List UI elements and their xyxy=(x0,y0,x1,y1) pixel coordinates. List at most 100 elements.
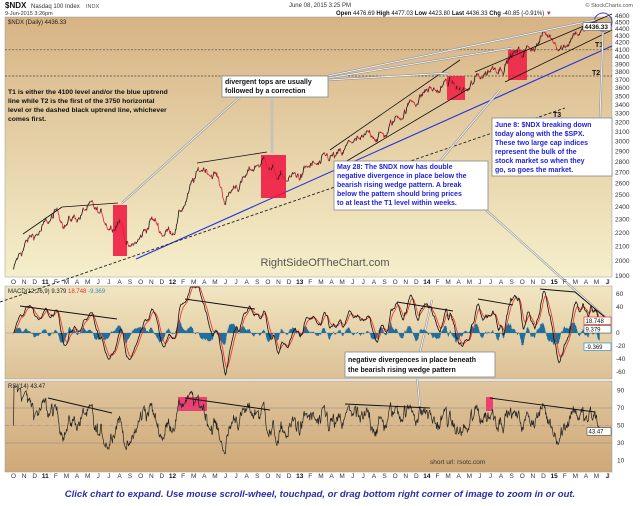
month-axis-top: O N D 11 F M A M J J A S O N D 12 F M A M J J A S O N D 13 F M A M J J A S O… xyxy=(11,279,610,286)
macd-line xyxy=(13,286,600,376)
rsi-overbought-box xyxy=(486,397,493,411)
high-value: 4477.03 xyxy=(391,11,413,17)
low-value: 4423.80 xyxy=(428,11,450,17)
macd-y-axis: 60 40 0 -20 -40 -60 xyxy=(616,291,626,376)
month-tick-label: M xyxy=(594,473,599,480)
price-tick-label: 2700 xyxy=(615,170,630,177)
month-tick-label: J xyxy=(362,473,365,480)
month-tick-label: J xyxy=(351,473,354,480)
ohlc-readout: Open 4476.69 High 4477.03 Low 4423.80 La… xyxy=(336,11,552,17)
macd-divergence-lines xyxy=(19,288,607,320)
svg-text:comes first.: comes first. xyxy=(8,116,46,123)
month-tick-label: J xyxy=(97,279,100,286)
price-tick-label: 3300 xyxy=(615,111,630,118)
breakdown-circle xyxy=(593,12,613,32)
price-tick-label: 2600 xyxy=(615,181,630,188)
month-tick-label: D xyxy=(32,473,37,480)
month-tick-label: F xyxy=(181,279,185,286)
month-tick-label: J xyxy=(224,279,227,286)
month-tick-label: O xyxy=(11,279,16,286)
month-tick-label: 14 xyxy=(423,473,431,480)
correction-highlight-box xyxy=(113,205,127,256)
month-tick-label: J xyxy=(605,279,608,286)
price-tick-label: 4200 xyxy=(615,40,630,47)
rsi-legend: RSI(14) 43.47 xyxy=(8,384,46,390)
month-tick-label: A xyxy=(75,279,80,286)
month-tick-label: N xyxy=(22,279,27,286)
month-tick-label: N xyxy=(149,473,154,480)
month-tick-label: O xyxy=(265,473,270,480)
month-tick-label: F xyxy=(308,279,312,286)
month-tick-label: S xyxy=(128,279,133,286)
month-tick-label: A xyxy=(457,473,462,480)
month-tick-label: D xyxy=(287,473,292,480)
svg-text:T1 is either the 4100 level an: T1 is either the 4100 level and/or the b… xyxy=(8,89,168,96)
exchange: INDX xyxy=(86,4,99,10)
watermark: RightSideOfTheChart.com xyxy=(261,257,390,269)
price-tick-label: 4500 xyxy=(615,19,630,26)
svg-text:level or the dashed black uptr: level or the dashed black uptrend line, … xyxy=(8,107,167,114)
month-tick-label: M xyxy=(191,473,196,480)
rsi-tick-label: 10 xyxy=(617,458,625,465)
price-tick-label: 2000 xyxy=(615,258,630,265)
price-tick-label: 4400 xyxy=(615,26,630,33)
month-tick-label: 11 xyxy=(42,279,49,286)
month-tick-label: A xyxy=(457,279,462,286)
month-tick-label: S xyxy=(382,279,387,286)
price-tick-label: 3400 xyxy=(615,102,630,109)
index-name: Nasdaq 100 Index xyxy=(31,4,80,10)
caption-link[interactable]: Click chart to expand. Use mouse scroll-… xyxy=(65,489,575,500)
may28-callout: May 28: The $NDX now has double negative… xyxy=(333,160,489,211)
month-tick-label: A xyxy=(499,473,504,480)
rsi-y-axis: 90 70 50 30 10 xyxy=(617,388,625,465)
svg-text:followed by a correction: followed by a correction xyxy=(225,88,306,95)
callout-pointer-core xyxy=(121,96,241,204)
open-label: Open xyxy=(336,11,352,17)
divergence-line xyxy=(61,202,119,208)
callout-pointers xyxy=(121,18,607,409)
svg-text:43.47: 43.47 xyxy=(589,430,605,436)
month-tick-label: A xyxy=(245,473,250,480)
month-tick-label: 11 xyxy=(42,473,49,480)
price-tick-label: 2500 xyxy=(615,192,630,199)
svg-text:18.748: 18.748 xyxy=(586,319,605,325)
price-legend: $NDX (Daily) 4436.33 xyxy=(8,20,67,26)
price-tick-label: 3200 xyxy=(615,120,630,127)
svg-text:9.379: 9.379 xyxy=(586,328,602,334)
month-tick-label: A xyxy=(202,279,207,286)
macd-signal-line xyxy=(13,286,600,368)
dashed-uptrend-line xyxy=(0,107,566,303)
price-tick-label: 3100 xyxy=(615,129,630,136)
chart-header: $NDX Nasdaq 100 Index INDX 9-Jun-2015 3:… xyxy=(5,1,633,17)
macd-tick-label: 0 xyxy=(616,330,620,337)
price-tick-label: 1900 xyxy=(615,273,630,280)
price-series xyxy=(13,20,600,270)
month-tick-label: D xyxy=(414,473,419,480)
macd-tick-label: -20 xyxy=(616,343,626,350)
callout-pointer-core xyxy=(439,89,501,162)
month-tick-label: 15 xyxy=(550,473,558,480)
low-label: Low xyxy=(415,11,427,17)
rsi-value-tag: 43.47 xyxy=(586,427,612,436)
month-tick-label: J xyxy=(107,473,110,480)
month-tick-label: 13 xyxy=(296,279,304,286)
svg-text:divergent tops are usually: divergent tops are usually xyxy=(225,79,312,86)
june8-callout: June 8: $NDX breaking down today along w… xyxy=(491,117,613,177)
month-tick-label: D xyxy=(160,279,165,286)
month-tick-label: F xyxy=(436,279,440,286)
month-tick-label: M xyxy=(467,279,472,286)
rsi-divergence-lines xyxy=(47,397,596,414)
svg-text:to at least the T1 level withi: to at least the T1 level within weeks. xyxy=(337,200,457,207)
month-tick-label: J xyxy=(606,279,609,286)
last-price-tag: 4436.33 xyxy=(582,22,612,31)
month-tick-label: J xyxy=(107,279,110,286)
price-tick-label: 4100 xyxy=(615,47,630,54)
month-tick-label: A xyxy=(372,473,377,480)
svg-text:go, so goes the market.: go, so goes the market. xyxy=(495,167,573,174)
svg-text:today along with the $SPX.: today along with the $SPX. xyxy=(495,131,585,138)
macd-tick-label: 40 xyxy=(616,304,624,311)
price-tick-label: 2300 xyxy=(615,217,630,224)
month-tick-label: A xyxy=(329,473,334,480)
month-tick-label: S xyxy=(255,473,260,480)
